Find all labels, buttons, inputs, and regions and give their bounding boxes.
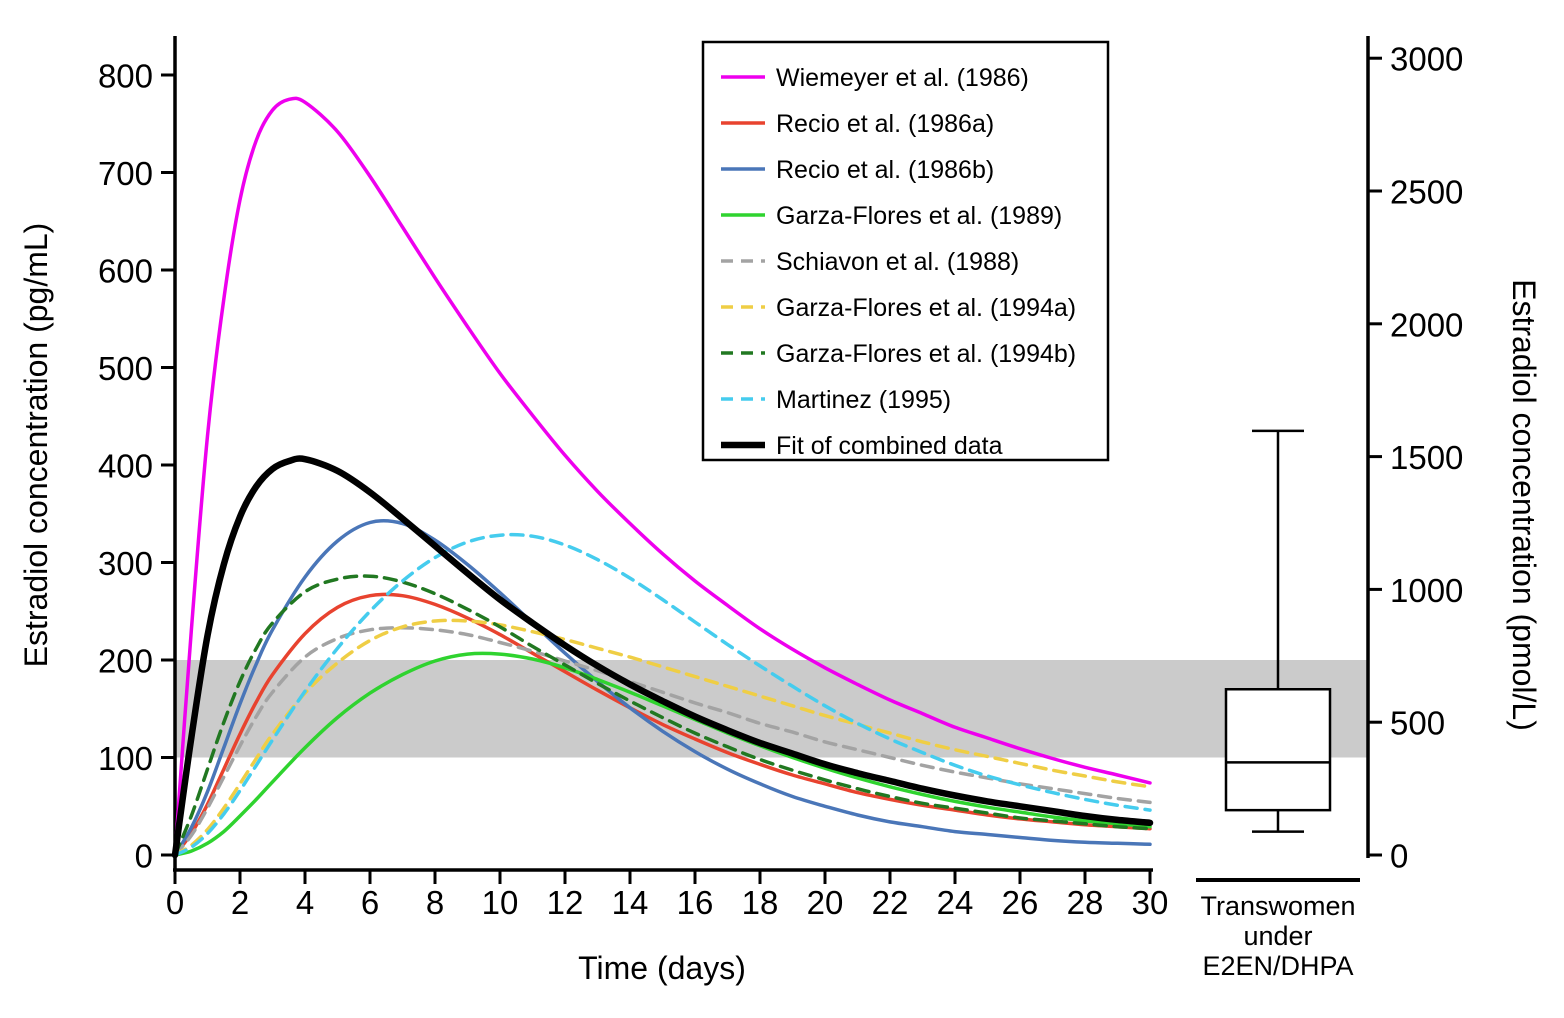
legend-label-recio-et-al-1986a: Recio et al. (1986a) [776,110,994,138]
series-line-fit-of-combined-data [171,455,1154,859]
x-axis-tick-label: 18 [742,884,779,921]
legend-label-martinez-1995: Martinez (1995) [776,386,951,414]
legend-box [701,40,1110,462]
x-axis-tick-label: 6 [361,884,379,921]
y-axis-right-tick-label: 500 [1390,705,1445,742]
x-axis-title: Time (days) [578,950,746,986]
boxplot-label-line3: E2EN/DHPA [1202,951,1354,981]
legend-label-fit-of-combined-data: Fit of combined data [776,432,1003,460]
legend-label-garza-flores-et-al-1994a: Garza-Flores et al. (1994a) [776,294,1076,322]
y-axis-right-tick-label: 1000 [1390,572,1463,609]
x-axis-tick-label: 30 [1132,884,1169,921]
y-axis-left-tick-label: 400 [98,448,153,485]
legend-label-garza-flores-et-al-1989: Garza-Flores et al. (1989) [776,202,1062,230]
series-line-recio-et-al-1986a [173,592,1152,857]
y-axis-right-tick-label: 0 [1390,838,1408,875]
reference-band [175,660,1368,758]
boxplot-label-line1: Transwomen [1200,891,1356,921]
y-axis-left-tick-label: 0 [135,838,153,875]
y-axis-left-tick-label: 700 [98,155,153,192]
series-line-martinez-1995 [173,532,1152,857]
y-axis-right-tick-label: 2000 [1390,306,1463,343]
y-axis-left-tick-label: 300 [98,545,153,582]
boxplot-label-line2: under [1243,921,1313,951]
x-axis-tick-label: 10 [482,884,519,921]
y-axis-left-tick-label: 100 [98,740,153,777]
y-axis-right-tick-label: 3000 [1390,41,1463,78]
x-axis-tick-label: 16 [677,884,714,921]
legend-label-schiavon-et-al-1988: Schiavon et al. (1988) [776,248,1019,276]
series-line-garza-flores-et-al-1994a [173,618,1152,857]
y-axis-left-tick-label: 200 [98,643,153,680]
legend-label-recio-et-al-1986b: Recio et al. (1986b) [776,156,994,184]
series-line-wiemeyer-et-al-1986 [173,96,1152,857]
x-axis-tick-label: 14 [612,884,649,921]
x-axis-tick-label: 4 [296,884,314,921]
y-axis-left-title: Estradiol concentration (pg/mL) [18,222,54,668]
y-axis-left-tick-label: 600 [98,253,153,290]
x-axis-tick-label: 24 [937,884,974,921]
x-axis-tick-label: 0 [166,884,184,921]
x-axis-tick-label: 22 [872,884,909,921]
x-axis-tick-label: 8 [426,884,444,921]
boxplot-category-label: Transwomen under E2EN/DHPA [1128,891,1428,981]
y-axis-right-title: Estradiol concentration (pmol/L) [1506,279,1542,731]
x-axis-tick-label: 12 [547,884,584,921]
x-axis-tick-label: 20 [807,884,844,921]
legend-label-wiemeyer-et-al-1986: Wiemeyer et al. (1986) [776,64,1029,92]
boxplot-box [1224,688,1332,812]
y-axis-left-tick-label: 500 [98,350,153,387]
y-axis-right-tick-label: 2500 [1390,174,1463,211]
x-axis-tick-label: 26 [1002,884,1039,921]
y-axis-left-tick-label: 800 [98,58,153,95]
x-axis-tick-label: 2 [231,884,249,921]
legend-label-garza-flores-et-al-1994b: Garza-Flores et al. (1994b) [776,340,1076,368]
y-axis-right-tick-label: 1500 [1390,439,1463,476]
series-line-garza-flores-et-al-1989 [173,651,1152,857]
series-line-recio-et-al-1986b [173,519,1152,857]
x-axis-tick-label: 28 [1067,884,1104,921]
